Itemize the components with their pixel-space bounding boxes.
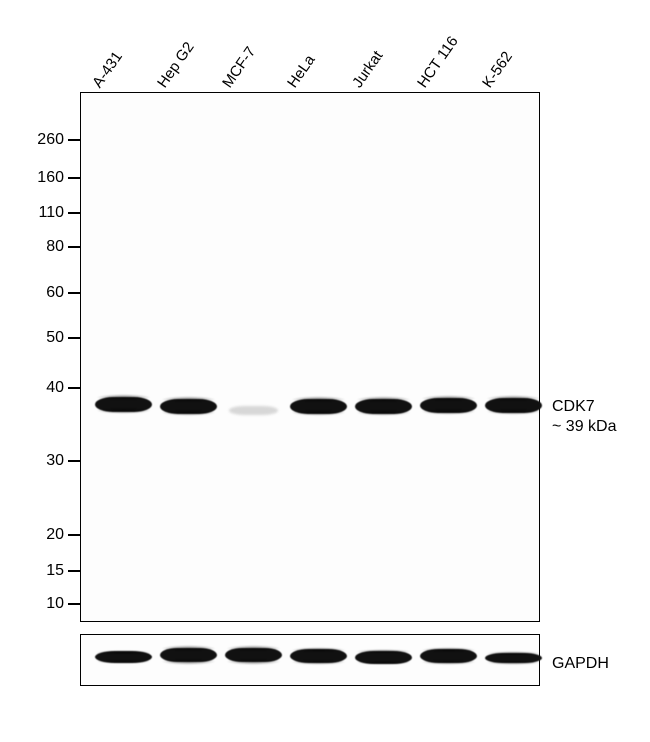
marker-tick (68, 337, 80, 339)
marker-label: 80 (46, 238, 64, 256)
marker-tick (68, 246, 80, 248)
loading-band (160, 648, 217, 663)
target-band (160, 399, 217, 414)
marker-tick (68, 460, 80, 462)
target-band (290, 399, 347, 414)
marker-label: 110 (38, 204, 64, 222)
marker-tick (68, 603, 80, 605)
marker-label: 60 (46, 284, 64, 302)
target-band (485, 398, 542, 413)
marker-tick (68, 570, 80, 572)
marker-label: 15 (46, 562, 64, 580)
lane-label: A-431 (89, 48, 126, 91)
lane-label: Hep G2 (154, 39, 198, 91)
marker-tick (68, 534, 80, 536)
marker-label: 160 (37, 169, 64, 187)
target-mw-label: ~ 39 kDa (552, 418, 616, 436)
marker-tick (68, 212, 80, 214)
lane-label: HCT 116 (414, 33, 462, 91)
loading-band (485, 653, 542, 663)
lane-label: Jurkat (349, 48, 386, 91)
target-band-faint (229, 406, 277, 415)
loading-band (290, 649, 347, 663)
main-blot-frame (80, 92, 540, 622)
marker-label: 30 (46, 452, 64, 470)
target-band (95, 397, 152, 412)
marker-tick (68, 139, 80, 141)
marker-label: 260 (37, 131, 64, 149)
marker-label: 40 (46, 379, 64, 397)
loading-band (225, 648, 282, 663)
target-band (420, 398, 477, 413)
loading-band (420, 649, 477, 663)
lane-label: K-562 (479, 48, 516, 91)
marker-tick (68, 292, 80, 294)
marker-tick (68, 387, 80, 389)
marker-label: 20 (46, 526, 64, 544)
marker-label: 50 (46, 329, 64, 347)
loading-band (355, 651, 412, 664)
target-band (355, 399, 412, 414)
target-name-label: CDK7 (552, 398, 595, 416)
loading-name-label: GAPDH (552, 655, 609, 673)
marker-label: 10 (46, 595, 64, 613)
lane-label: HeLa (284, 52, 318, 91)
loading-band (95, 651, 152, 662)
lane-label: MCF-7 (219, 44, 259, 91)
marker-tick (68, 177, 80, 179)
